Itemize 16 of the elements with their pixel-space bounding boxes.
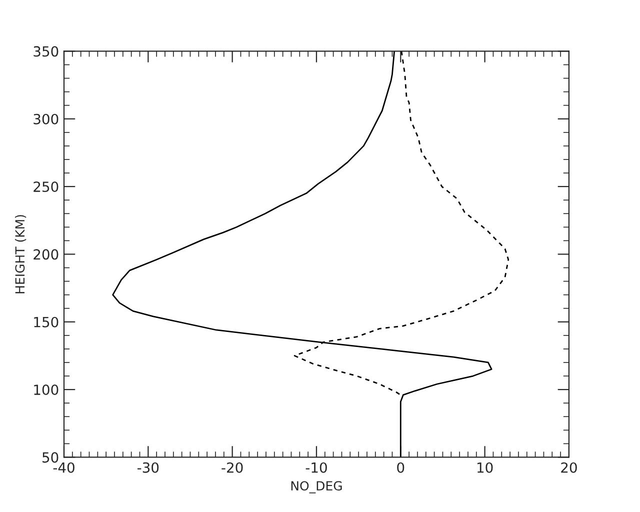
y-tick-label: 350: [34, 46, 58, 57]
x-tick-label: -30: [137, 462, 159, 473]
y-axis-title: HEIGHT (KM): [14, 215, 26, 294]
y-tick-label: 200: [34, 249, 58, 260]
y-tick-label: 300: [34, 114, 58, 124]
x-tick-label: 0: [397, 462, 404, 473]
y-tick-label: 250: [34, 182, 58, 192]
x-tick-label: -40: [53, 462, 74, 473]
x-axis-title: NO_DEG: [291, 481, 342, 494]
y-tick-label: 100: [34, 384, 58, 396]
x-tick-label: 20: [561, 462, 577, 473]
y-tick-label: 50: [42, 452, 58, 463]
x-tick-label: -20: [222, 462, 243, 473]
x-tick-label: 10: [477, 462, 493, 473]
x-tick-label: -10: [306, 462, 327, 473]
y-tick-label: 150: [34, 316, 58, 328]
